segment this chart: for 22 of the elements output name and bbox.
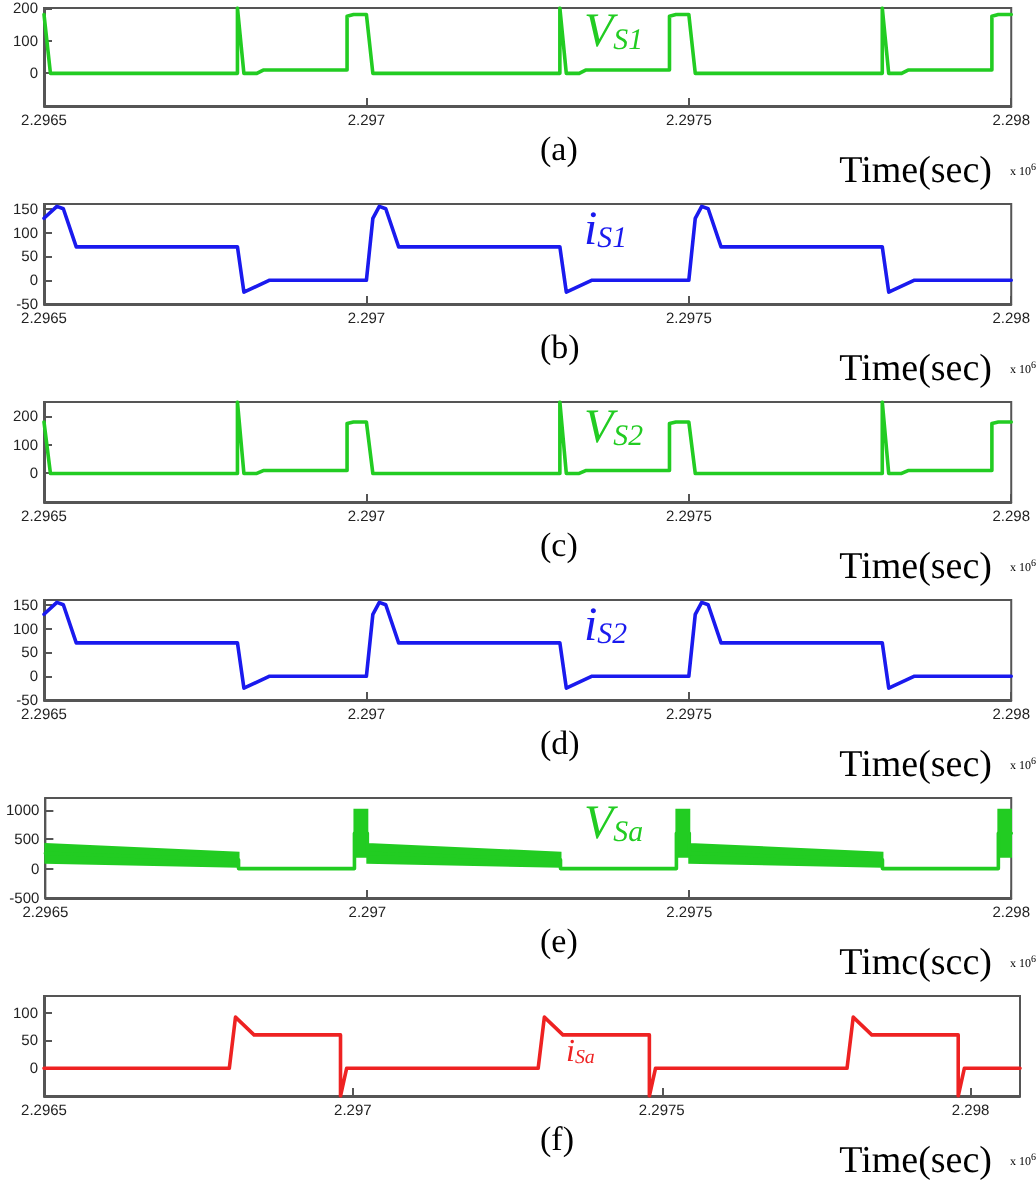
text: (d): [540, 724, 580, 762]
text: (e): [540, 922, 578, 960]
series-label: VSa: [584, 798, 644, 850]
text: (b): [540, 328, 580, 366]
x-axis-title: Time(sec): [839, 150, 992, 192]
text: (f): [540, 1120, 574, 1158]
series-label: VS1: [584, 6, 644, 58]
text: (a): [540, 130, 578, 168]
series-label: iS1: [584, 204, 628, 256]
series-label: iS2: [584, 600, 629, 652]
line-series: [42, 6, 1014, 76]
series-label: VS2: [584, 402, 645, 454]
text: (c): [540, 526, 578, 564]
x-axis-title: Time(sec): [839, 744, 992, 786]
x-axis-title: Timc(scc): [839, 942, 992, 984]
line-series: [42, 600, 1014, 690]
line-series: [42, 400, 1014, 476]
series-label: iSa: [566, 1035, 595, 1069]
x-axis-title: Time(sec): [839, 546, 992, 588]
line-series: [42, 204, 1014, 294]
x-axis-title: Time(sec): [839, 348, 992, 390]
x-axis-title: Time(sec): [839, 1140, 992, 1182]
